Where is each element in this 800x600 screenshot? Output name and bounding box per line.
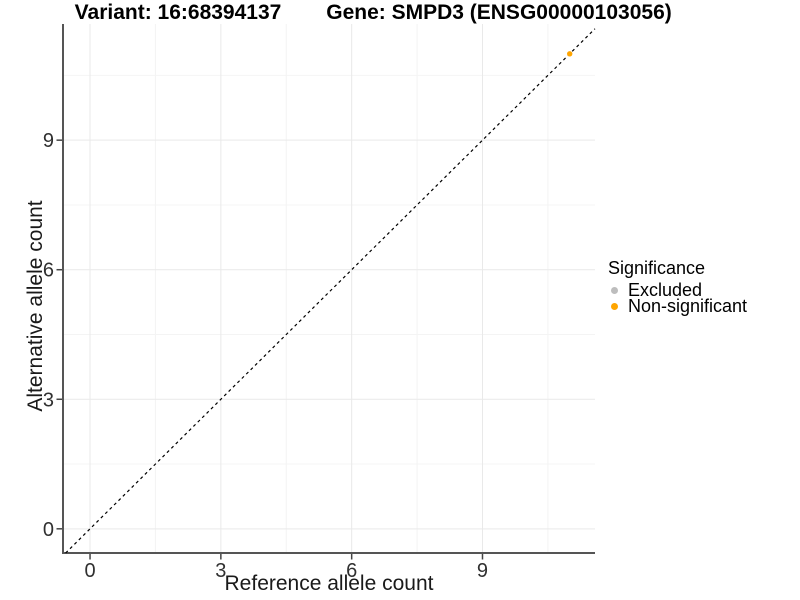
legend-item-excluded: Excluded <box>607 280 797 300</box>
y-tick-label: 3 <box>43 389 54 411</box>
x-tick-label: 3 <box>215 560 226 582</box>
y-tick-label: 6 <box>43 260 54 282</box>
x-tick-label: 9 <box>477 560 488 582</box>
legend-title: Significance <box>608 258 706 278</box>
y-tick-label: 9 <box>43 130 54 152</box>
x-tick-label: 0 <box>84 560 95 582</box>
legend-item-label: Excluded <box>628 280 703 300</box>
y-tick-label: 0 <box>43 519 54 541</box>
x-tick-label: 6 <box>346 560 357 582</box>
legend-item-non-significant: Non-significant <box>607 295 797 316</box>
x-axis-title: Reference allele count <box>224 572 434 595</box>
legend: Significance Excluded Non-significant <box>607 258 797 314</box>
legend-swatch-icon <box>611 287 618 295</box>
identity-dashed-line <box>65 28 596 554</box>
data-point <box>567 51 573 57</box>
legend-items: Excluded Non-significant <box>607 280 797 316</box>
legend-swatch-icon <box>611 302 618 310</box>
legend-item-label: Non-significant <box>628 295 748 316</box>
variant-title: Variant: 16:68394137 <box>74 1 282 24</box>
gene-title: Gene: SMPD3 (ENSG00000103056) <box>326 1 672 24</box>
